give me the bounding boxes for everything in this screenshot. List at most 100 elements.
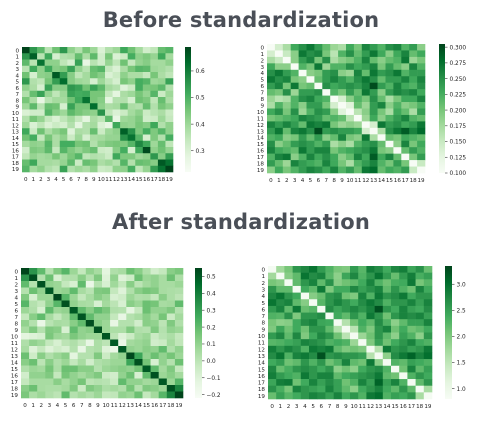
heatmap-cell: [317, 279, 326, 286]
heatmap-cell: [268, 326, 277, 333]
heatmap-cell: [158, 72, 166, 79]
heatmap-cell: [105, 166, 113, 173]
heatmap-cell: [342, 359, 351, 366]
heatmap-cell: [52, 166, 60, 173]
heatmap-cell: [399, 313, 408, 320]
heatmap-cell: [317, 286, 326, 293]
heatmap-cell: [135, 116, 143, 123]
x-tick-label: 15: [143, 403, 151, 409]
heatmap-cell: [417, 57, 425, 64]
heatmap-cell: [424, 273, 433, 280]
heatmap-cell: [151, 366, 159, 373]
heatmap-cell: [37, 103, 45, 110]
heatmap-cell: [293, 372, 302, 379]
heatmap-cell: [158, 166, 166, 173]
heatmap-cell: [143, 166, 151, 173]
heatmap-cell: [98, 116, 106, 123]
heatmap-cell: [30, 147, 38, 154]
heatmap-cell: [21, 314, 29, 321]
heatmap-cell: [158, 91, 166, 98]
heatmap-cell: [309, 273, 318, 280]
heatmap-cell: [275, 76, 283, 83]
heatmap-cell: [354, 44, 362, 51]
heatmap-cell: [417, 44, 425, 51]
heatmap-cell: [150, 116, 158, 123]
heatmap-cell: [291, 50, 299, 57]
heatmap-cell: [113, 53, 121, 60]
heatmap-cell: [62, 320, 70, 327]
heatmap-cell: [37, 116, 45, 123]
heatmap-cell: [416, 366, 425, 373]
heatmap-cell: [276, 379, 285, 386]
heatmap-cell: [82, 122, 90, 129]
heatmap-cell: [401, 109, 409, 116]
heatmap-cell: [301, 339, 310, 346]
colorbar-tick-label: 1.5: [457, 361, 467, 367]
heatmap-cell: [53, 385, 61, 392]
heatmap-cell: [284, 286, 293, 293]
heatmap-cell: [102, 346, 110, 353]
heatmap-cell: [70, 359, 78, 366]
heatmap-cell: [128, 160, 136, 167]
x-tick-label: 11: [105, 177, 113, 183]
heatmap-cell: [30, 60, 38, 67]
heatmap-cell: [314, 121, 322, 128]
heatmap-cell: [29, 333, 37, 340]
heatmap-cell: [118, 346, 126, 353]
y-tick-label: 2: [260, 58, 264, 64]
heatmap-cell: [60, 166, 68, 173]
heatmap-cell: [276, 352, 285, 359]
heatmap-cell: [416, 279, 425, 286]
y-tick-label: 8: [15, 98, 19, 104]
heatmap-cell: [370, 70, 378, 77]
heatmap-cell: [67, 97, 75, 104]
heatmap-cell: [90, 53, 98, 60]
heatmap-cell: [378, 50, 386, 57]
heatmap-cell: [267, 76, 275, 83]
heatmap-cell: [322, 121, 330, 128]
heatmap-cell: [346, 70, 354, 77]
heatmap-cell: [53, 301, 61, 308]
heatmap-cell: [317, 306, 326, 313]
heatmap-cell: [90, 78, 98, 85]
heatmap-cell: [134, 301, 142, 308]
y-tick-label: 7: [260, 91, 264, 97]
heatmap-cell: [118, 366, 126, 373]
heatmap-cell: [317, 352, 326, 359]
heatmap-cell: [150, 141, 158, 148]
heatmap-cell: [366, 339, 375, 346]
heatmap-cell: [317, 386, 326, 393]
heatmap-cell: [362, 128, 370, 135]
heatmap-cell: [134, 314, 142, 321]
heatmap-cell: [62, 281, 70, 288]
heatmap-cell: [118, 281, 126, 288]
colorbar-tick-label: 0.200: [450, 108, 467, 114]
heatmap-cell: [128, 153, 136, 160]
heatmap-cell: [128, 135, 136, 142]
heatmap-cell: [268, 352, 277, 359]
heatmap-cell: [98, 135, 106, 142]
heatmap-cell: [267, 50, 275, 57]
heatmap-cell: [401, 160, 409, 167]
heatmap-cell: [330, 121, 338, 128]
heatmap-cell: [102, 294, 110, 301]
heatmap-cell: [30, 85, 38, 92]
heatmap-cell: [375, 372, 384, 379]
heatmap-cell: [126, 333, 134, 340]
heatmap-cell: [143, 281, 151, 288]
heatmap-cell: [276, 319, 285, 326]
heatmap-cell: [175, 372, 183, 379]
heatmap-cell: [350, 319, 359, 326]
heatmap-cell: [22, 135, 30, 142]
heatmap-cell: [120, 128, 128, 135]
heatmap-cell: [53, 320, 61, 327]
heatmap-cell: [102, 372, 110, 379]
heatmap-cell: [362, 96, 370, 103]
heatmap-cell: [354, 70, 362, 77]
heatmap-cell: [75, 72, 83, 79]
heatmap-cell: [416, 386, 425, 393]
heatmap-cell: [268, 386, 277, 393]
heatmap-cell: [75, 60, 83, 67]
x-tick-label: 4: [303, 404, 307, 410]
heatmap-cell: [167, 288, 175, 295]
